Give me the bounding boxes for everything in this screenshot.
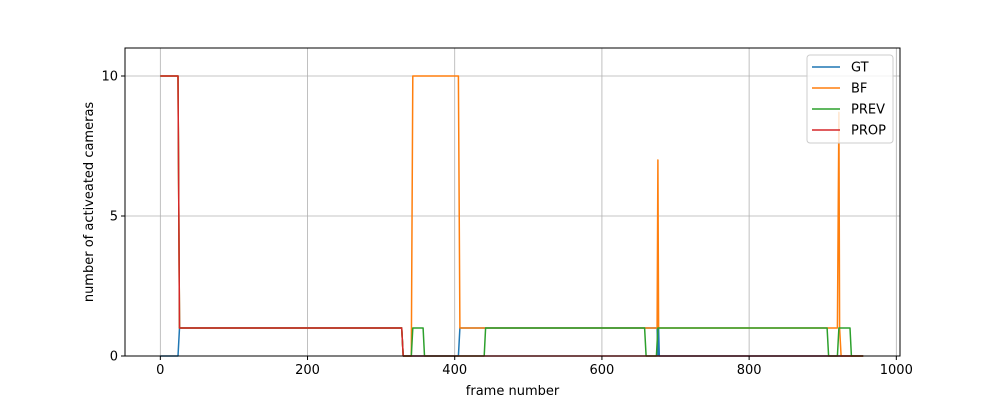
x-tick-label: 1000 (880, 363, 913, 378)
y-tick-label: 0 (110, 350, 118, 365)
x-tick-label: 600 (590, 363, 615, 378)
legend-label-gt: GT (851, 61, 869, 76)
legend: GT BF PREV PROP (806, 54, 894, 144)
legend-label-bf: BF (851, 82, 867, 97)
x-axis-label: frame number (466, 384, 560, 399)
axis-ticks: 0 200 400 600 800 1000 0 5 10 (101, 70, 912, 379)
grid-lines (125, 48, 900, 356)
x-tick-label: 800 (737, 363, 762, 378)
x-tick-label: 400 (442, 363, 467, 378)
y-tick-label: 10 (101, 70, 118, 85)
series-line-gt (160, 327, 864, 357)
x-tick-label: 0 (156, 363, 164, 378)
legend-label-prop: PROP (851, 124, 886, 139)
y-axis-label: number of activeated cameras (82, 102, 97, 303)
y-tick-label: 5 (110, 210, 118, 225)
x-tick-label: 200 (295, 363, 320, 378)
plot-frame (124, 47, 901, 357)
legend-box (806, 54, 894, 144)
legend-label-prev: PREV (851, 103, 885, 118)
